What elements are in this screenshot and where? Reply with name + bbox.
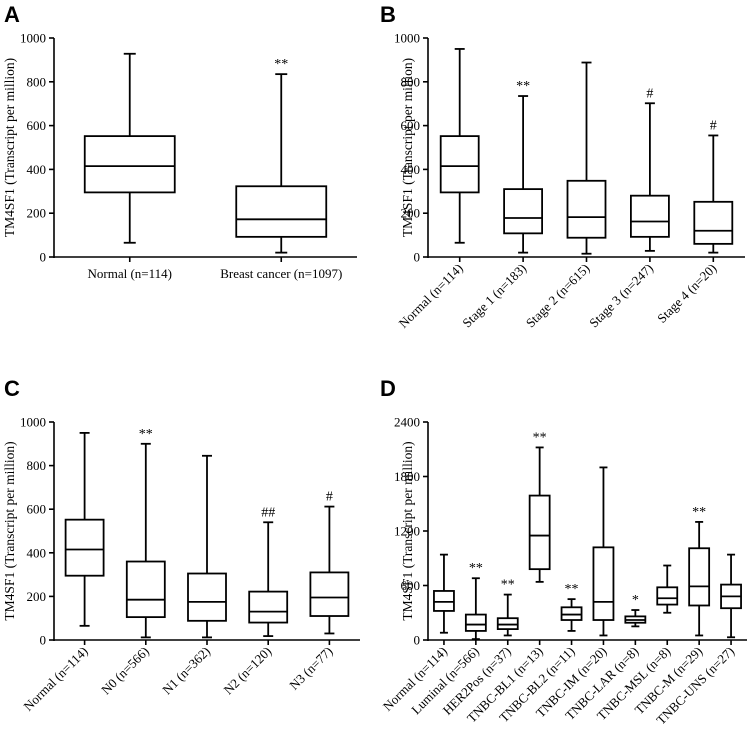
significance-marker: # [326, 490, 333, 505]
y-tick-label: 800 [401, 74, 421, 89]
y-axis-title: TM4SF1 (Transcript per million) [400, 58, 415, 237]
y-axis-title: TM4SF1 (Transcript per million) [2, 441, 17, 620]
iqr-box [309, 571, 350, 617]
panel-d-boxplot: 0 600 1200 1800 2400 TM4SF1 (Transcript per m… [380, 415, 747, 727]
y-tick-label: 1000 [20, 31, 46, 46]
iqr-box [656, 586, 679, 606]
significance-marker: ** [692, 505, 706, 520]
significance-marker: ** [139, 427, 153, 442]
iqr-box [560, 606, 583, 621]
iqr-box [630, 194, 670, 238]
y-tick-label: 600 [27, 118, 47, 133]
x-category-label: N3 (n=77) [286, 644, 335, 693]
y-tick-label: 800 [27, 74, 47, 89]
iqr-box [464, 613, 487, 632]
iqr-box [439, 135, 480, 194]
y-tick-label: 1000 [20, 415, 46, 430]
iqr-box [433, 590, 455, 612]
iqr-box [503, 188, 544, 235]
significance-marker: ** [501, 578, 515, 593]
significance-marker: ## [261, 505, 275, 520]
y-tick-label: 600 [401, 578, 421, 593]
iqr-box [125, 560, 166, 619]
panel-letter-c: C [4, 376, 20, 401]
x-category-label: N0 (n=566) [98, 644, 152, 698]
iqr-box [64, 518, 105, 577]
significance-marker: ** [469, 561, 483, 576]
y-tick-label: 2400 [394, 415, 420, 430]
iqr-box [248, 590, 289, 624]
significance-marker: ** [533, 430, 547, 445]
y-tick-label: 400 [27, 162, 47, 177]
y-tick-label: 0 [40, 633, 47, 648]
x-category-label: Normal (n=114) [88, 266, 172, 281]
y-tick-label: 200 [27, 206, 47, 221]
iqr-box [83, 135, 176, 194]
y-tick-label: 600 [27, 502, 47, 517]
y-tick-label: 1000 [394, 31, 420, 46]
x-category-label: Normal (n=114) [20, 644, 90, 714]
y-tick-label: 0 [414, 633, 421, 648]
iqr-box [496, 617, 519, 631]
y-tick-label: 600 [401, 118, 421, 133]
x-category-label: N2 (n=120) [220, 644, 274, 698]
y-tick-label: 400 [401, 162, 421, 177]
panel-letter-a: A [4, 2, 20, 27]
iqr-box [688, 547, 711, 607]
iqr-box [693, 200, 734, 245]
y-tick-label: 1200 [394, 524, 420, 539]
x-category-label: Stage 4 (n=20) [654, 261, 719, 326]
y-tick-label: 200 [27, 589, 47, 604]
y-axis-title: TM4SF1 (Transcript per million) [400, 441, 415, 620]
iqr-box [566, 179, 607, 239]
panel-b-boxplot: 0 200 400 600 800 1000 TM4SF1 (Transcript per … [394, 31, 745, 331]
x-category-label: N1 (n=362) [159, 644, 213, 698]
panel-letter-d: D [380, 376, 396, 401]
y-tick-label: 1800 [394, 469, 420, 484]
x-category-label: Breast cancer (n=1097) [220, 266, 342, 281]
significance-marker: ** [516, 79, 530, 94]
y-tick-label: 0 [414, 250, 421, 265]
significance-marker: # [710, 118, 717, 133]
y-tick-label: 200 [401, 206, 421, 221]
x-category-label: Normal (n=114) [395, 261, 465, 331]
iqr-box [592, 546, 615, 621]
y-tick-label: 800 [27, 458, 47, 473]
x-category-label: Stage 3 (n=247) [586, 261, 656, 331]
significance-marker: * [632, 593, 639, 608]
y-tick-label: 0 [40, 250, 47, 265]
significance-marker: # [646, 86, 653, 101]
panel-letter-b: B [380, 2, 396, 27]
significance-marker: ** [274, 57, 288, 72]
y-axis-title: TM4SF1 (Transcript per million) [2, 58, 17, 237]
iqr-box [528, 494, 551, 571]
iqr-box [187, 572, 227, 622]
significance-marker: ** [565, 582, 579, 597]
iqr-box [235, 185, 328, 238]
x-category-label: Stage 1 (n=183) [459, 261, 529, 331]
x-category-label: Stage 2 (n=615) [523, 261, 593, 331]
y-tick-label: 400 [27, 545, 47, 560]
